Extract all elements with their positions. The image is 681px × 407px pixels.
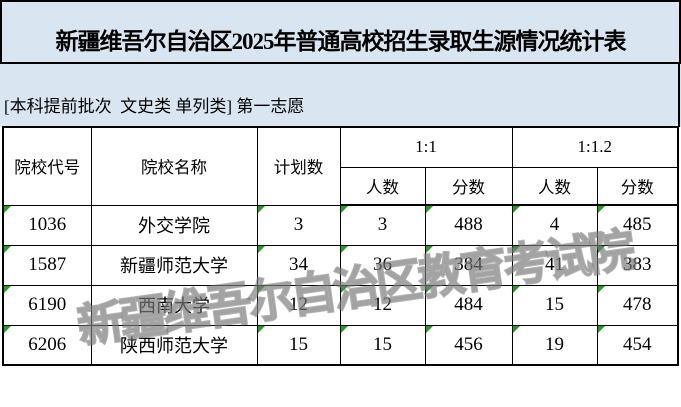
cell-value: 4 bbox=[549, 214, 560, 236]
col-header-name: 院校名称 bbox=[90, 126, 258, 206]
excel-flag-icon bbox=[513, 246, 520, 253]
title-box: 新疆维吾尔自治区2025年普通高校招生录取生源情况统计表 bbox=[0, 0, 681, 64]
col-header-count-2: 人数 bbox=[511, 166, 598, 206]
cell-score-1: 484 bbox=[424, 284, 513, 326]
cell-value: 19 bbox=[545, 333, 564, 355]
cell-name: 陕西师范大学 bbox=[90, 324, 258, 366]
table-row: 6206 陕西师范大学 15 15 456 19 454 bbox=[2, 324, 679, 366]
admission-stats-table: 院校代号 院校名称 计划数 1:1 1:1.2 人数 分数 人数 分数 1036… bbox=[2, 126, 679, 366]
cell-value: 484 bbox=[454, 294, 483, 315]
cell-code: 6190 bbox=[2, 284, 92, 326]
col-header-ratio-1-1: 1:1 bbox=[339, 126, 513, 168]
table-row: 6190 西南大学 12 12 484 15 478 bbox=[2, 284, 679, 326]
batch-subtitle: [本科提前批次 文史类 单列类] 第一志愿 bbox=[4, 97, 305, 116]
cell-value: 1036 bbox=[28, 214, 67, 235]
excel-flag-icon bbox=[426, 286, 433, 293]
excel-flag-icon bbox=[426, 246, 433, 253]
excel-flag-icon bbox=[258, 206, 265, 213]
excel-flag-icon bbox=[513, 286, 520, 293]
cell-value: 454 bbox=[623, 333, 652, 355]
excel-flag-icon bbox=[4, 286, 11, 293]
cell-score-1: 384 bbox=[424, 244, 513, 286]
cell-value: 478 bbox=[623, 294, 652, 315]
cell-value: 15 bbox=[373, 333, 392, 355]
header-row-1: 院校代号 院校名称 计划数 1:1 1:1.2 bbox=[2, 126, 679, 206]
cell-code: 1587 bbox=[2, 244, 92, 286]
cell-score-2: 478 bbox=[596, 284, 679, 326]
cell-value: 3 bbox=[377, 214, 388, 236]
excel-flag-icon bbox=[598, 246, 605, 253]
col-header-score-1: 分数 bbox=[424, 166, 513, 206]
cell-count-1: 12 bbox=[339, 284, 426, 326]
excel-flag-icon bbox=[426, 206, 433, 213]
cell-value: 41 bbox=[545, 254, 564, 275]
cell-value: 3 bbox=[293, 214, 304, 235]
cell-count-1: 36 bbox=[339, 244, 426, 286]
cell-code: 1036 bbox=[2, 204, 92, 246]
cell-value: 36 bbox=[373, 254, 392, 275]
excel-flag-icon bbox=[4, 246, 11, 253]
col-header-ratio-1-1-2: 1:1.2 bbox=[511, 126, 679, 168]
cell-value: 15 bbox=[545, 294, 564, 315]
cell-value: 456 bbox=[454, 333, 483, 355]
cell-value: 外交学院 bbox=[138, 216, 210, 236]
page-title: 新疆维吾尔自治区2025年普通高校招生录取生源情况统计表 bbox=[55, 29, 627, 54]
cell-count-1: 3 bbox=[339, 204, 426, 246]
excel-flag-icon bbox=[341, 206, 348, 213]
cell-value: 383 bbox=[623, 254, 652, 275]
col-header-plan: 计划数 bbox=[256, 126, 341, 206]
excel-flag-icon bbox=[341, 286, 348, 293]
cell-value: 1587 bbox=[28, 254, 67, 275]
cell-count-2: 41 bbox=[511, 244, 598, 286]
excel-flag-icon bbox=[258, 286, 265, 293]
cell-value: 12 bbox=[289, 294, 308, 315]
cell-count-2: 19 bbox=[511, 324, 598, 366]
cell-name: 新疆师范大学 bbox=[90, 244, 258, 286]
col-header-count-1: 人数 bbox=[339, 166, 426, 206]
excel-flag-icon bbox=[513, 206, 520, 213]
cell-score-1: 488 bbox=[424, 204, 513, 246]
excel-flag-icon bbox=[513, 326, 520, 333]
cell-value: 新疆师范大学 bbox=[120, 256, 228, 276]
excel-flag-icon bbox=[598, 206, 605, 213]
cell-value: 6190 bbox=[28, 294, 67, 315]
cell-value: 西南大学 bbox=[138, 296, 210, 316]
cell-value: 384 bbox=[454, 254, 483, 275]
header-row-2: 人数 分数 人数 分数 bbox=[3, 166, 679, 206]
cell-count-1: 15 bbox=[339, 324, 426, 366]
cell-value: 34 bbox=[289, 254, 308, 275]
cell-score-1: 456 bbox=[424, 324, 513, 366]
cell-value: 6206 bbox=[28, 333, 67, 355]
cell-score-2: 383 bbox=[596, 244, 679, 286]
table-row: 1036 外交学院 3 3 488 4 485 bbox=[2, 204, 679, 246]
cell-value: 485 bbox=[623, 214, 652, 236]
excel-flag-icon bbox=[258, 246, 265, 253]
excel-flag-icon bbox=[426, 326, 433, 333]
col-header-code: 院校代号 bbox=[2, 126, 92, 206]
cell-score-2: 454 bbox=[596, 324, 679, 366]
excel-flag-icon bbox=[258, 326, 265, 333]
cell-code: 6206 bbox=[2, 324, 92, 366]
cell-plan: 12 bbox=[256, 284, 341, 326]
table-row: 1587 新疆师范大学 34 36 384 41 383 bbox=[2, 244, 679, 286]
cell-count-2: 4 bbox=[511, 204, 598, 246]
cell-value: 488 bbox=[454, 214, 483, 236]
cell-name: 外交学院 bbox=[90, 204, 258, 246]
cell-score-2: 485 bbox=[596, 204, 679, 246]
cell-plan: 15 bbox=[256, 324, 341, 366]
excel-flag-icon bbox=[598, 286, 605, 293]
excel-flag-icon bbox=[4, 206, 11, 213]
cell-plan: 34 bbox=[256, 244, 341, 286]
cell-value: 12 bbox=[373, 294, 392, 315]
col-header-score-2: 分数 bbox=[596, 166, 679, 206]
cell-plan: 3 bbox=[256, 204, 341, 246]
excel-flag-icon bbox=[341, 246, 348, 253]
excel-flag-icon bbox=[598, 326, 605, 333]
cell-value: 15 bbox=[289, 333, 308, 355]
excel-flag-icon bbox=[341, 326, 348, 333]
excel-flag-icon bbox=[4, 326, 11, 333]
cell-value: 陕西师范大学 bbox=[120, 335, 228, 356]
cell-name: 西南大学 bbox=[90, 284, 258, 326]
cell-count-2: 15 bbox=[511, 284, 598, 326]
